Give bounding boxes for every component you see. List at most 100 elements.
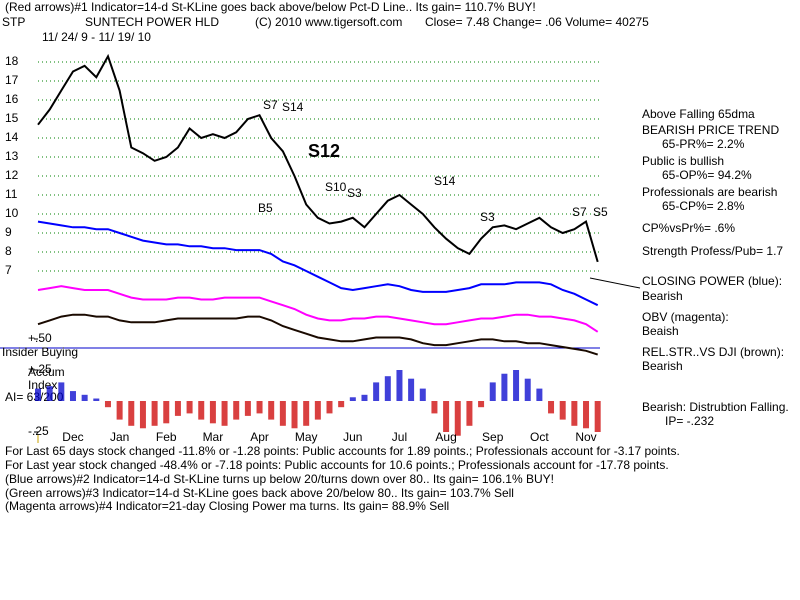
x-tick-label: Jan — [110, 430, 129, 444]
accum-bar — [221, 401, 228, 426]
note: For Last 65 days stock changed -11.8% or… — [5, 444, 680, 458]
accum-bar — [594, 401, 601, 432]
copyright: (C) 2010 www.tigersoft.com — [255, 15, 402, 29]
x-tick-label: May — [295, 430, 318, 444]
accum-bar — [466, 401, 473, 426]
annotation: B5 — [258, 201, 273, 215]
quote: Close= 7.48 Change= .06 Volume= 40275 — [425, 15, 649, 29]
accum-bar — [478, 401, 485, 408]
accum-bar — [583, 401, 590, 429]
accum-bar — [314, 401, 321, 420]
accum-bar — [244, 401, 251, 416]
annotation: S12 — [308, 141, 340, 161]
annotation: S3 — [347, 186, 362, 200]
y-tick-label: 13 — [5, 149, 19, 163]
accum-bar — [373, 382, 380, 401]
accum-bar — [396, 370, 403, 401]
accum-bar — [384, 376, 391, 401]
accum-bar — [303, 401, 310, 426]
accum-bar — [81, 394, 88, 401]
accum-bar — [151, 401, 158, 426]
y-tick-label: 15 — [5, 111, 19, 125]
annotation: S5 — [593, 205, 608, 219]
status-text: 65-CP%= 2.8% — [662, 199, 745, 213]
symbol: STP — [2, 15, 25, 29]
note: (Magenta arrows)#4 Indicator=21-day Clos… — [5, 499, 449, 513]
accum-bar — [256, 401, 263, 414]
accum-bar — [536, 388, 543, 401]
status-text: Public is bullish — [642, 154, 724, 168]
accum-bar — [349, 397, 356, 401]
status-text: Professionals are bearish — [642, 185, 777, 199]
panel-label: Accum — [28, 365, 65, 379]
note: (Blue arrows)#2 Indicator=14-d St-KLine … — [5, 472, 554, 486]
accum-bar — [268, 401, 275, 420]
series-line — [37, 53, 599, 263]
x-tick-label: Mar — [203, 430, 224, 444]
status-text: 65-PR%= 2.2% — [662, 137, 745, 151]
accum-bar — [419, 388, 426, 401]
accum-bar — [279, 401, 286, 426]
accum-bar — [408, 378, 415, 401]
y-tick-label: 14 — [5, 130, 19, 144]
accum-bar — [139, 401, 146, 429]
accum-bar — [58, 382, 65, 401]
status-text: Strength Profess/Pub= 1.7 — [642, 244, 783, 258]
annotation: S7 — [572, 205, 587, 219]
x-tick-label: Jul — [392, 430, 407, 444]
accum-bar — [443, 401, 450, 432]
x-tick-label: Dec — [62, 430, 83, 444]
accum-bar — [454, 401, 461, 436]
y-tick-label: +.50 — [28, 331, 52, 345]
note: (Green arrows)#3 Indicator=14-d St-KLine… — [5, 486, 514, 500]
y-tick-label: 18 — [5, 54, 19, 68]
x-tick-label: Jun — [343, 430, 362, 444]
series-line — [37, 285, 599, 333]
accum-bar — [513, 370, 520, 401]
panel-label: Insider Buying — [2, 345, 78, 359]
accum-bar — [69, 391, 76, 401]
y-tick-label: -.25 — [28, 424, 49, 438]
y-tick-label: 16 — [5, 92, 19, 106]
x-tick-label: Nov — [575, 430, 596, 444]
series-line — [37, 220, 599, 307]
y-tick-label: 12 — [5, 168, 19, 182]
x-tick-label: Sep — [482, 430, 504, 444]
annotation: S3 — [480, 210, 495, 224]
accum-bar — [338, 401, 345, 408]
accum-bar — [35, 388, 41, 401]
accum-bar — [559, 401, 566, 420]
accum-bar — [233, 401, 240, 420]
y-tick-label: 17 — [5, 73, 19, 87]
panel-label: AI= 63/200 — [5, 390, 64, 404]
y-tick-label: +.25 — [28, 362, 52, 376]
status-text: 65-OP%= 94.2% — [662, 168, 752, 182]
accum-bar — [524, 378, 531, 401]
legend-entry: OBV (magenta): — [642, 310, 729, 324]
accum-bar — [128, 401, 135, 426]
accum-bar — [93, 398, 100, 401]
x-tick-label: Apr — [250, 430, 269, 444]
y-tick-label: 9 — [5, 225, 12, 239]
y-tick-label: 8 — [5, 244, 12, 258]
annotation: S10 — [325, 180, 347, 194]
status-text: Beaish — [642, 324, 679, 338]
status-text: Bearish — [642, 289, 683, 303]
accum-bar — [326, 401, 333, 414]
status-text: Bearish: Distrubtion Falling. — [642, 400, 789, 414]
series-line — [37, 313, 599, 356]
status-text: IP= -.232 — [665, 414, 714, 428]
accum-bar — [186, 401, 193, 414]
status-text: Bearish — [642, 359, 683, 373]
accum-bar — [163, 401, 170, 424]
annotation: S14 — [434, 174, 456, 188]
accum-bar — [431, 401, 438, 414]
legend-entry: REL.STR..VS DJI (brown): — [642, 345, 784, 359]
y-tick-label: 11 — [5, 187, 18, 201]
y-tick-label: 10 — [5, 206, 19, 220]
accum-bar — [571, 401, 578, 426]
legend-entry: CLOSING POWER (blue): — [642, 274, 782, 288]
status-text: Above Falling 65dma — [642, 107, 755, 121]
